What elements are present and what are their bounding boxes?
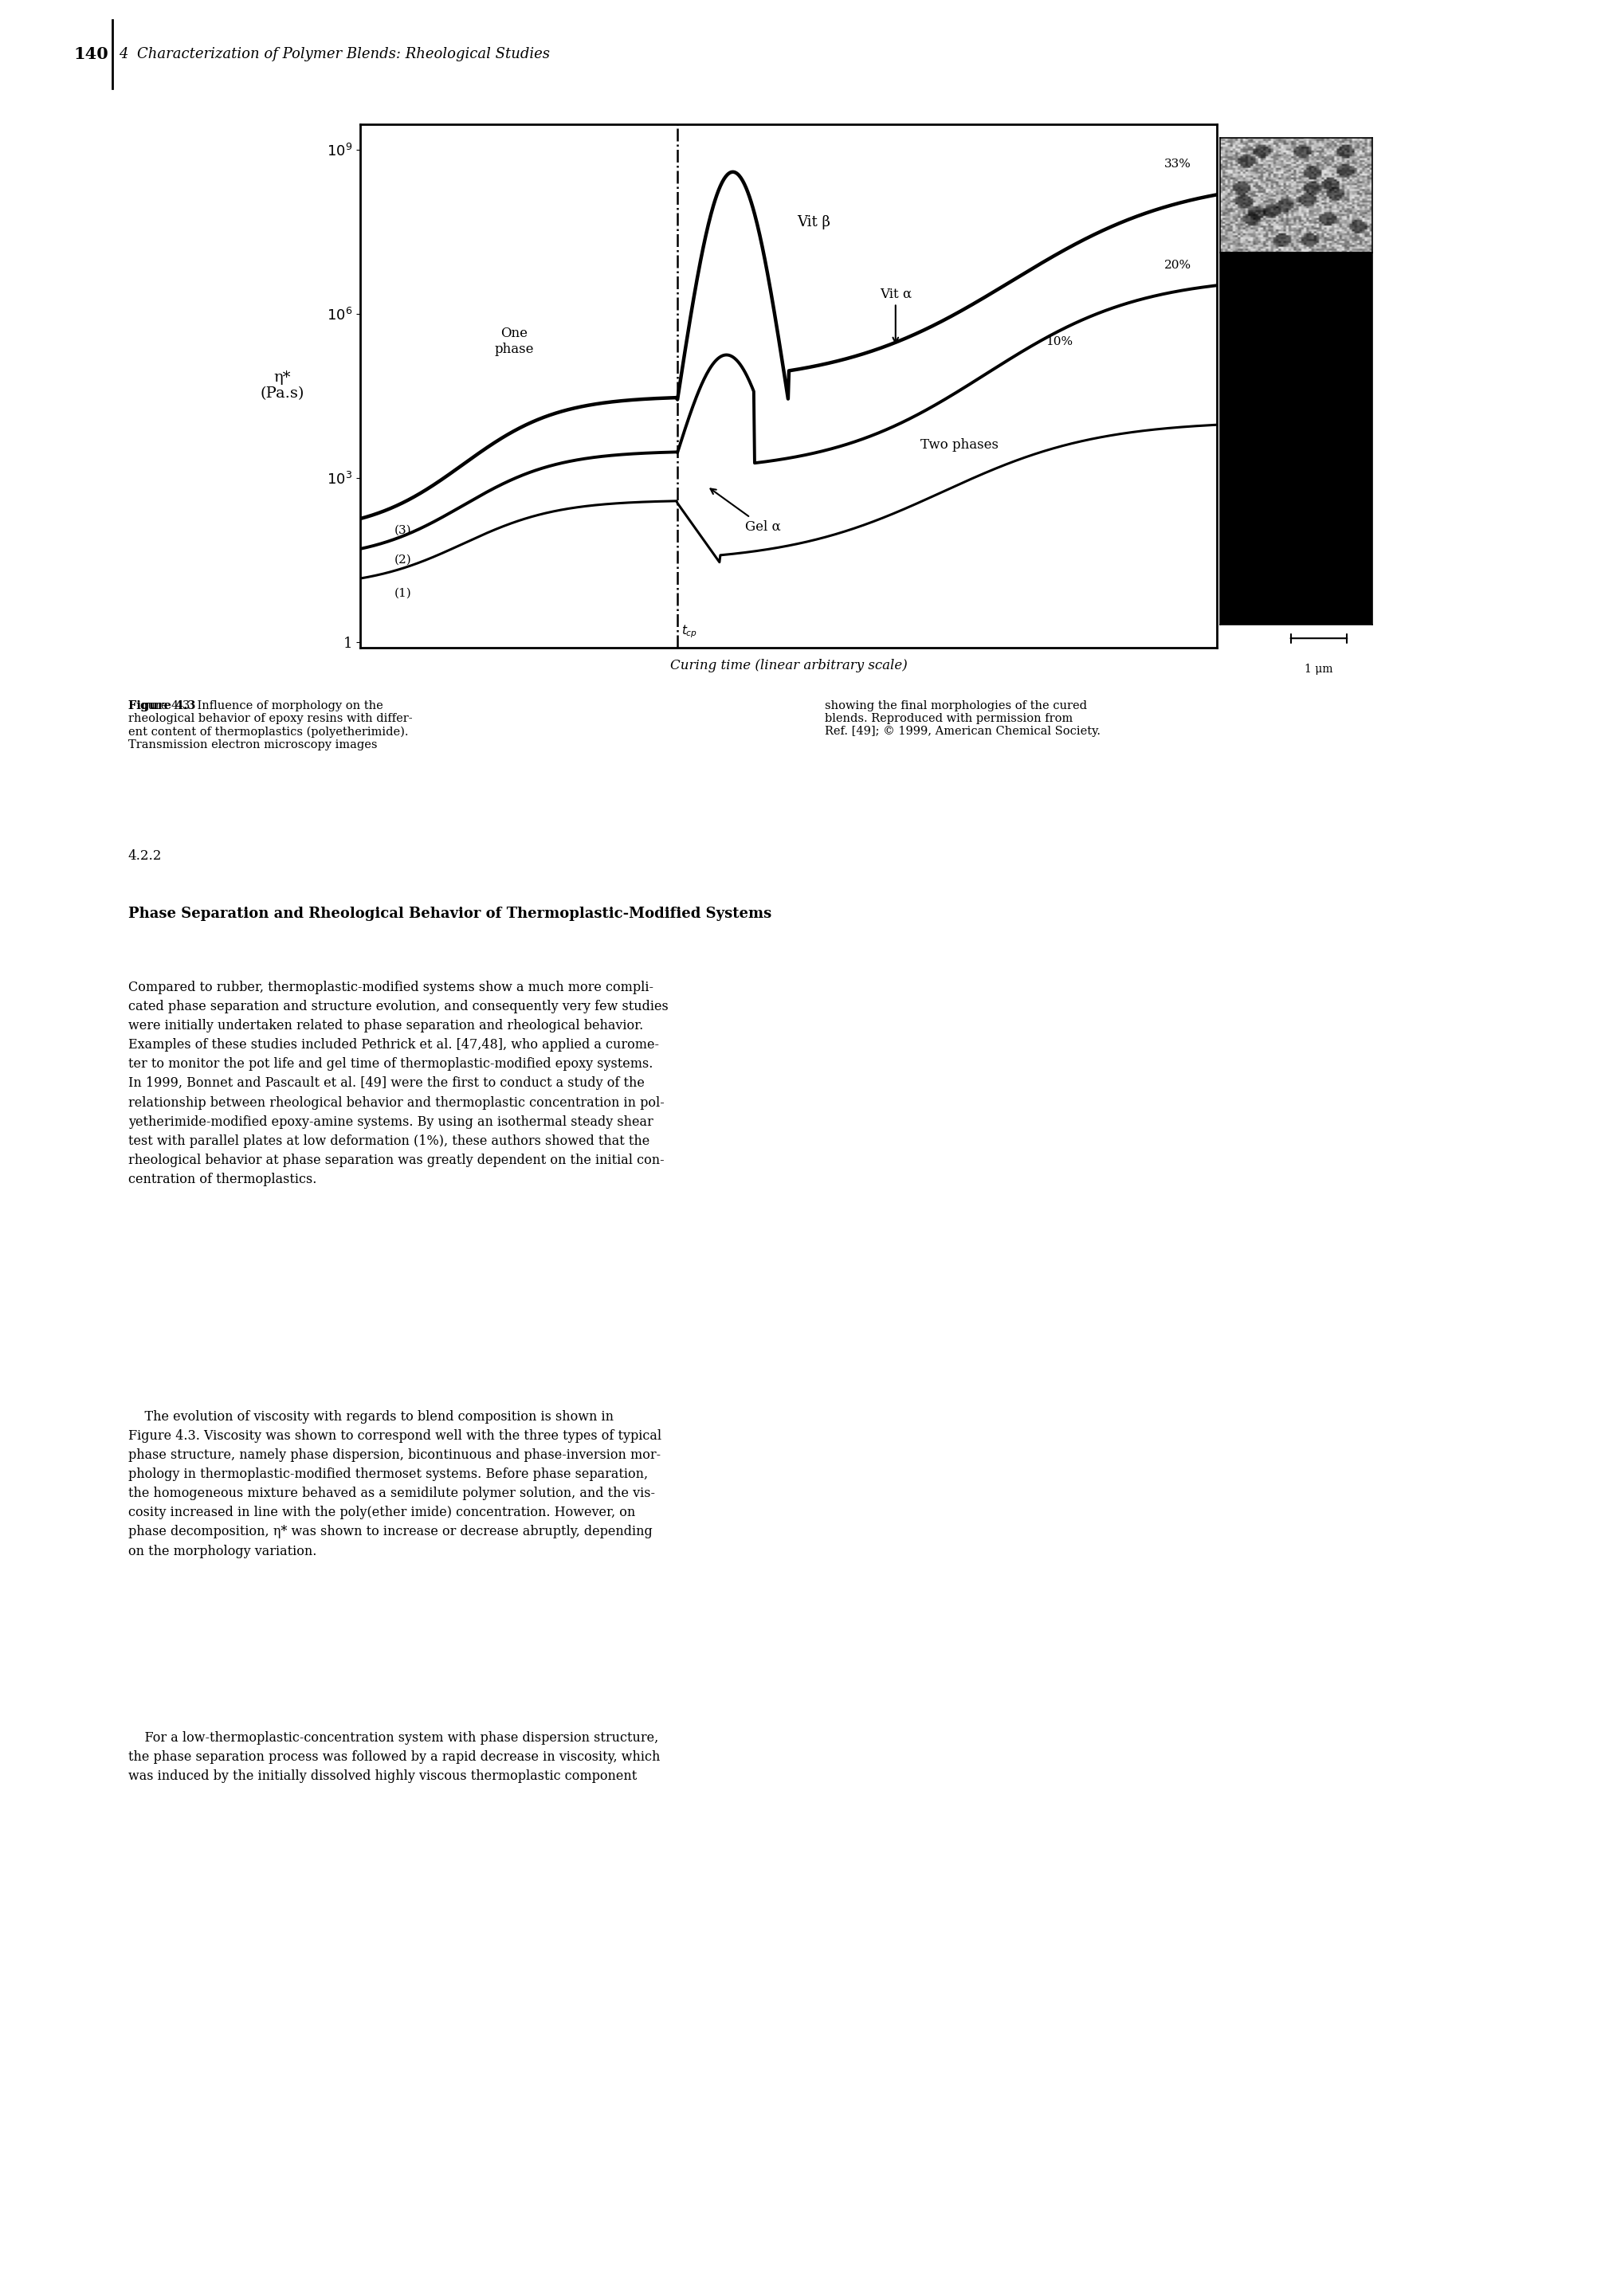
Text: 10%: 10%: [1045, 335, 1073, 347]
Text: 4.2.2: 4.2.2: [128, 850, 162, 863]
Text: 20%: 20%: [1164, 259, 1191, 271]
Y-axis label: η*
(Pa.s): η* (Pa.s): [261, 370, 304, 402]
Text: Phase Separation and Rheological Behavior of Thermoplastic-Modified Systems: Phase Separation and Rheological Behavio…: [128, 907, 772, 921]
Text: 1 μm: 1 μm: [1305, 664, 1334, 675]
Text: Figure 4.3: Figure 4.3: [128, 700, 195, 712]
Text: 140: 140: [74, 46, 109, 62]
Text: showing the final morphologies of the cured
blends. Reproduced with permission f: showing the final morphologies of the cu…: [825, 700, 1100, 737]
Text: Two phases: Two phases: [921, 439, 999, 452]
Text: The evolution of viscosity with regards to blend composition is shown in
Figure : The evolution of viscosity with regards …: [128, 1410, 661, 1559]
Text: One
phase: One phase: [495, 326, 535, 356]
Text: Gel α: Gel α: [711, 489, 781, 533]
Text: 33%: 33%: [1164, 158, 1191, 170]
Text: $t_{cp}$: $t_{cp}$: [682, 625, 698, 641]
Text: (2): (2): [394, 556, 411, 565]
Text: (1): (1): [394, 588, 411, 599]
Text: Compared to rubber, thermoplastic-modified systems show a much more compli-
cate: Compared to rubber, thermoplastic-modifi…: [128, 980, 668, 1187]
Text: For a low-thermoplastic-concentration system with phase dispersion structure,
th: For a low-thermoplastic-concentration sy…: [128, 1731, 660, 1784]
Text: 4  Characterization of Polymer Blends: Rheological Studies: 4 Characterization of Polymer Blends: Rh…: [118, 46, 549, 62]
Text: Figure 4.3  Influence of morphology on the
rheological behavior of epoxy resins : Figure 4.3 Influence of morphology on th…: [128, 700, 413, 751]
Text: (3): (3): [394, 523, 411, 535]
Text: Curing time (linear arbitrary scale): Curing time (linear arbitrary scale): [669, 659, 908, 673]
Text: Vit α: Vit α: [879, 287, 911, 342]
Text: Vit β: Vit β: [797, 216, 831, 230]
